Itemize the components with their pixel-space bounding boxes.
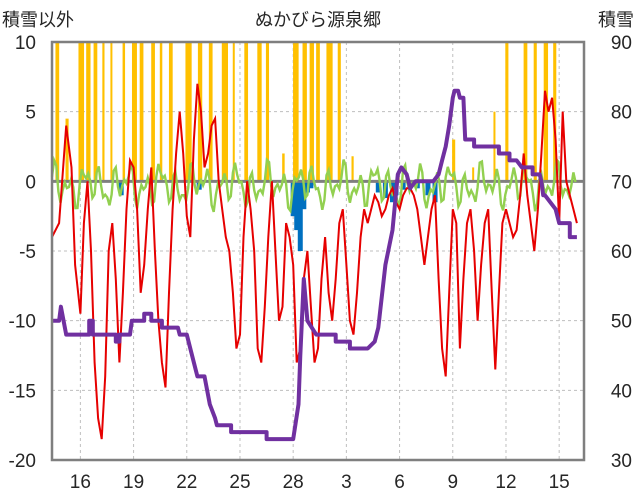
left-tick-label: -20 (9, 451, 36, 472)
chart-title: ぬかびら源泉郷 (255, 10, 381, 31)
sunshine-bar (293, 42, 299, 182)
sunshine-bar (326, 42, 333, 182)
sunshine-bar (302, 42, 307, 182)
left-tick-label: -10 (9, 312, 36, 333)
sunshine-bar (151, 42, 155, 182)
plot-frame (50, 40, 586, 462)
x-tick-label: 16 (70, 472, 91, 493)
sunshine-bar (244, 42, 249, 182)
right-tick-label: 30 (611, 451, 632, 472)
precipitation-bar (297, 181, 303, 251)
sunshine-bar (543, 42, 549, 182)
sunshine-bar (110, 42, 113, 182)
right-tick-label: 60 (611, 242, 632, 263)
x-tick-label: 25 (229, 472, 250, 493)
snow-depth-series-line (52, 88, 577, 442)
sunshine-bar (168, 42, 173, 182)
x-tick-label: 28 (283, 472, 304, 493)
temperature-series-line (51, 83, 578, 440)
x-tick-label: 19 (123, 472, 144, 493)
sunshine-bar (309, 42, 314, 182)
sunshine-bar (265, 42, 270, 182)
x-tick-label: 15 (549, 472, 570, 493)
wind-series-line (50, 155, 577, 215)
sunshine-bar (55, 42, 60, 182)
sunshine-bar (122, 42, 126, 182)
sunshine-bars (55, 42, 557, 182)
x-tick-label: 22 (176, 472, 197, 493)
left-axis-label: 積雪以外 (2, 10, 74, 31)
sunshine-bar (472, 167, 475, 182)
x-tick-label: 9 (447, 472, 458, 493)
sunshine-bar (523, 42, 528, 182)
sunshine-bar (533, 42, 537, 182)
precipitation-bar (400, 181, 406, 190)
x-tick-label: 6 (394, 472, 405, 493)
sunshine-bar (139, 42, 144, 182)
precipitation-bar (432, 181, 438, 203)
sunshine-bar (86, 42, 91, 182)
sunshine-bar (351, 156, 354, 182)
precipitation-bar (290, 181, 296, 217)
right-tick-label: 80 (611, 103, 632, 124)
sunshine-bar (185, 42, 192, 182)
precipitation-bar (308, 181, 314, 189)
sunshine-bar (505, 42, 509, 182)
x-tick-label: 3 (341, 472, 352, 493)
sunshine-bar (282, 153, 285, 182)
right-axis-label: 積雪 (598, 10, 634, 31)
right-tick-label: 40 (611, 381, 632, 402)
sunshine-bar (93, 42, 98, 182)
left-tick-label: 10 (15, 33, 36, 54)
precipitation-bar (425, 181, 431, 196)
left-tick-label: 5 (25, 103, 36, 124)
right-tick-label: 70 (611, 172, 632, 193)
sunshine-bar (316, 42, 320, 182)
sunshine-bar (159, 42, 163, 182)
precipitation-bar (375, 181, 381, 193)
sunshine-bar (452, 139, 456, 182)
sunshine-bar (232, 42, 235, 182)
left-tick-label: -15 (9, 381, 36, 402)
x-tick-label: 12 (495, 472, 516, 493)
sunshine-bar (78, 42, 85, 182)
sunshine-bar (65, 118, 69, 182)
left-tick-label: -5 (19, 242, 36, 263)
right-tick-label: 50 (611, 312, 632, 333)
right-tick-label: 90 (611, 33, 632, 54)
sunshine-bar (102, 42, 105, 182)
sunshine-bar (257, 42, 262, 182)
sunshine-bar (131, 42, 137, 182)
sunshine-bar (553, 42, 557, 182)
sunshine-bar (208, 42, 213, 182)
sunshine-bar (337, 42, 341, 182)
sunshine-bar (221, 42, 229, 182)
left-tick-label: 0 (25, 172, 36, 193)
precipitation-bar (294, 181, 300, 231)
